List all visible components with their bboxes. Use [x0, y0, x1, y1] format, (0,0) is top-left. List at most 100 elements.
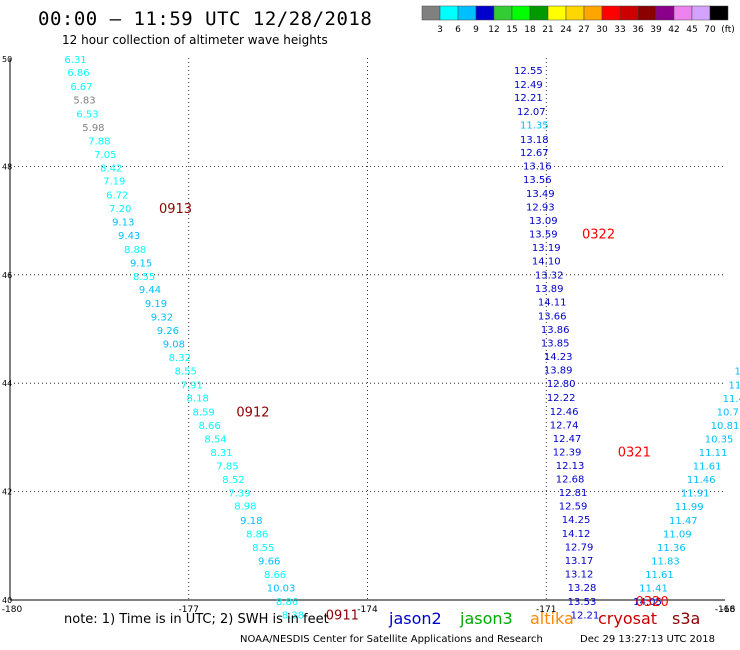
wave-height-point: 11.36 — [657, 543, 686, 554]
wave-height-point: 12.22 — [547, 393, 576, 404]
wave-height-point: 13.86 — [541, 325, 570, 336]
wave-height-point: 7.88 — [88, 136, 110, 147]
legend-jason3: jason3 — [460, 609, 513, 628]
wave-height-point: 10.35 — [705, 434, 734, 445]
wave-height-point: 8.59 — [193, 407, 215, 418]
pass-time-label: 0913 — [159, 202, 192, 217]
wave-height-point: 14.25 — [562, 515, 591, 526]
wave-height-point: 9.18 — [240, 516, 262, 527]
wave-height-point: 12.21 — [571, 611, 600, 620]
wave-height-point: 12.59 — [559, 502, 588, 513]
wave-height-point: 8.66 — [264, 570, 286, 581]
wave-height-point: 12.39 — [553, 447, 582, 458]
wave-height-point: 7.91 — [181, 380, 203, 391]
wave-height-point: 9.32 — [151, 313, 173, 324]
color-scale-bar: 3 6 9 12 15 18 21 24 27 30 33 36 39 42 45 70 (ft) — [421, 5, 735, 34]
wave-height-point: 11.47 — [669, 516, 698, 527]
colorbar-tick-label: 42 — [668, 25, 679, 34]
y-tick-label: 42 — [2, 488, 12, 497]
colorbar-tick-label: 45 — [686, 25, 697, 34]
wave-height-point: 6.67 — [70, 82, 92, 93]
x-tick-label: -177 — [179, 605, 199, 615]
wave-height-point: 8.32 — [169, 353, 191, 364]
wave-height-point: 14.05 — [633, 597, 662, 608]
wave-height-point: 11.09 — [663, 529, 692, 540]
wave-height-point: 6.72 — [106, 191, 128, 202]
wave-height-point: 12.81 — [559, 488, 588, 499]
pass-time-label: 0911 — [326, 609, 359, 620]
colorbar-tick-label: 36 — [632, 25, 644, 34]
wave-height-point: 9.08 — [163, 340, 185, 351]
wave-height-point: 11.11 — [699, 448, 728, 459]
colorbar-tick-label: 18 — [524, 25, 536, 34]
wave-height-point: 8.55 — [133, 272, 155, 283]
wave-height-point: 13.66 — [538, 311, 567, 322]
wave-height-plot: 40 42 44 46 48 50 -180 -177 -174 -171 -168-16 6.31 6… — [2, 55, 740, 620]
wave-height-point: 8.98 — [234, 502, 256, 513]
wave-height-point: 9.15 — [130, 258, 152, 269]
y-tick-label: 44 — [2, 379, 12, 388]
wave-height-point: 9.13 — [112, 218, 134, 229]
legend-note: note: 1) Time is in UTC; 2) SWH is in fe… — [64, 612, 329, 627]
y-tick-label: 50 — [2, 55, 12, 64]
wave-height-point: 8.42 — [100, 163, 122, 174]
wave-height-point: 8.66 — [198, 421, 220, 432]
wave-height-point: 13.85 — [541, 339, 570, 350]
wave-height-point: 13.49 — [526, 189, 555, 200]
wave-height-point: 12.93 — [526, 203, 555, 214]
wave-height-point: 8.86 — [246, 529, 268, 540]
wave-height-point: 5.98 — [82, 123, 104, 134]
wave-height-point: 11.99 — [675, 502, 704, 513]
wave-height-point: 13.12 — [565, 569, 594, 580]
wave-height-point: 12.46 — [550, 407, 579, 418]
wave-height-point: 12.47 — [553, 434, 582, 445]
wave-height-point: 13.28 — [568, 583, 597, 594]
pass-time-label: 0912 — [236, 405, 269, 420]
colorbar-tick-label: 9 — [473, 25, 479, 34]
wave-height-point: 12.55 — [514, 66, 543, 77]
wave-height-point: 7.39 — [228, 489, 250, 500]
x-tick-label: -180 — [2, 605, 23, 615]
colorbar-tick-label: 70 — [704, 25, 716, 34]
wave-height-point: 8.38 — [282, 611, 304, 620]
wave-height-point: 9.26 — [157, 326, 179, 337]
y-tick-label: 48 — [2, 162, 12, 171]
colorbar-tick-label: 12 — [488, 25, 499, 34]
wave-height-point: 11.41 — [639, 584, 668, 595]
colorbar-tick-label: 33 — [614, 25, 625, 34]
wave-height-point: 11.46 — [687, 475, 716, 486]
legend-s3a: s3a — [672, 609, 701, 628]
wave-height-point: 11.35 — [520, 121, 549, 132]
wave-height-point: 14.11 — [538, 297, 567, 308]
wave-height-point: 12.68 — [556, 475, 585, 486]
wave-height-point: 13.32 — [535, 270, 564, 281]
wave-height-point: 14.12 — [562, 529, 591, 540]
wave-height-point: 9.44 — [139, 285, 161, 296]
wave-height-point: 13.16 — [523, 161, 552, 172]
wave-height-point: 8.52 — [222, 475, 244, 486]
wave-height-point: 13.09 — [529, 216, 558, 227]
colorbar-tick-label: 3 — [437, 25, 443, 34]
wave-height-point: 12.21 — [514, 93, 543, 104]
wave-height-point: 12.67 — [520, 148, 549, 159]
wave-height-point: 8.55 — [175, 367, 197, 378]
wave-height-point: 9.19 — [145, 299, 167, 310]
wave-height-point: 11.52 — [735, 367, 740, 378]
wave-height-point: 10.81 — [711, 421, 740, 432]
wave-height-point: 12.13 — [556, 461, 585, 472]
wave-height-point: 7.20 — [109, 204, 131, 215]
wave-height-point: 13.19 — [532, 243, 561, 254]
wave-height-point: 14.23 — [544, 352, 573, 363]
page-subtitle: 12 hour collection of altimeter wave hei… — [62, 33, 328, 47]
colorbar-tick-label: (ft) — [721, 25, 735, 34]
colorbar-tick-label: 39 — [650, 25, 662, 34]
wave-height-point: 8.18 — [187, 393, 209, 404]
wave-height-point: 8.54 — [204, 434, 226, 445]
wave-height-point: 12.79 — [565, 542, 594, 553]
wave-height-point: 11.91 — [681, 489, 710, 500]
wave-height-point: 8.55 — [252, 543, 274, 554]
wave-height-point: 13.18 — [520, 135, 549, 146]
wave-height-point: 11.44 — [723, 394, 740, 405]
wave-height-point: 7.85 — [216, 462, 238, 473]
